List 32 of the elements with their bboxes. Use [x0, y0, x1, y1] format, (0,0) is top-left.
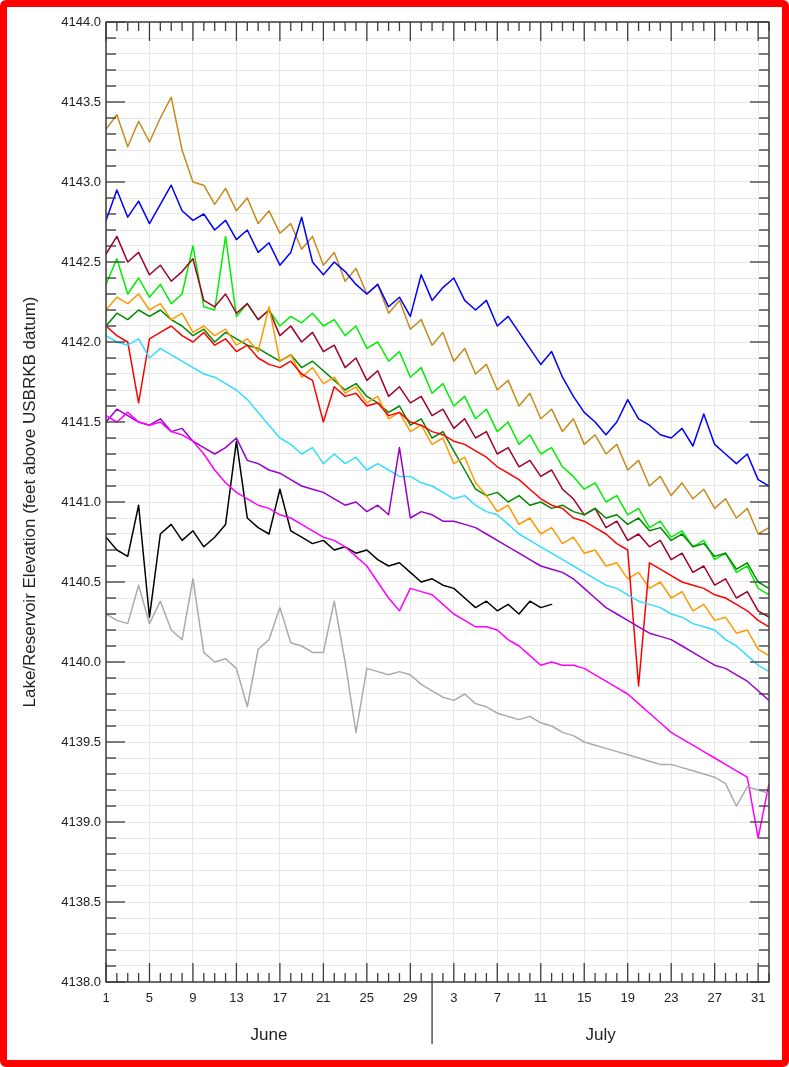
x-tick-label: 29	[403, 990, 418, 1006]
y-tick-label: 4142.5	[61, 253, 101, 269]
y-tick-label: 4143.0	[61, 173, 101, 189]
y-tick-label: 4140.5	[61, 573, 101, 589]
x-tick-label: 9	[189, 990, 197, 1006]
x-tick-label: 23	[663, 990, 679, 1006]
y-tick-label: 4142.0	[61, 333, 101, 349]
x-tick-label: 25	[359, 990, 375, 1006]
x-tick-label: 15	[577, 990, 592, 1006]
y-tick-label: 4139.0	[61, 813, 101, 829]
x-tick-label: 1	[102, 990, 110, 1006]
x-tick-label: 31	[750, 990, 766, 1006]
x-tick-label: 27	[707, 990, 722, 1006]
y-tick-label: 4141.0	[61, 493, 101, 509]
x-tick-label: 5	[145, 990, 154, 1006]
x-tick-label: 3	[450, 990, 458, 1006]
x-tick-label: 7	[493, 990, 501, 1006]
text: July	[585, 1024, 617, 1044]
text: June	[250, 1024, 288, 1044]
x-tick-label: 11	[534, 990, 548, 1006]
y-tick-label: 4139.5	[61, 733, 101, 749]
x-tick-label: 19	[620, 990, 635, 1006]
y-axis-title: Lake/Reservoir Elevation (feet above USBRKB datum)	[19, 296, 39, 708]
y-tick-label: 4141.5	[61, 413, 101, 429]
x-tick-label: 17	[272, 990, 288, 1006]
x-tick-label: 13	[229, 990, 244, 1006]
y-tick-label: 4143.5	[61, 93, 101, 109]
y-tick-label: 4138.0	[61, 973, 101, 989]
y-tick-label: 4140.0	[61, 653, 101, 669]
y-tick-label: 4144.0	[61, 13, 101, 29]
y-tick-label: 4138.5	[61, 893, 101, 909]
x-tick-label: 21	[316, 990, 331, 1006]
